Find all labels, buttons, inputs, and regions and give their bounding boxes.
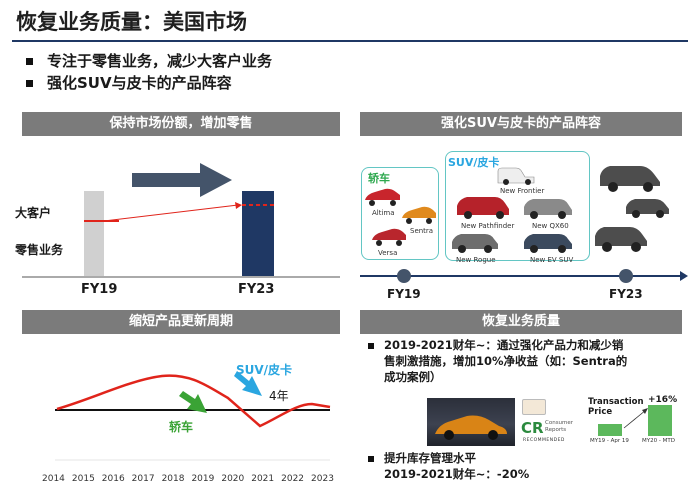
- timeline-arrowhead-icon: [680, 271, 688, 281]
- timeline-node-fy19: [397, 269, 411, 283]
- future-suv-silhouette-icon: [600, 166, 660, 192]
- suv-name: New EV SUV: [530, 256, 574, 264]
- year-tick-label: 2016: [101, 474, 125, 484]
- quality-bullet-line: 成功案例）: [384, 370, 442, 384]
- growth-arrow-icon: [132, 163, 232, 197]
- bullet-square-icon: [26, 80, 33, 87]
- suv-name: New Frontier: [500, 187, 545, 195]
- year-tick-label: 2019: [191, 474, 215, 484]
- bullet-square-icon: [26, 58, 33, 65]
- market-share-header: 保持市场份额，增加零售: [22, 112, 340, 136]
- sentra-photo: [427, 398, 515, 446]
- bullet-square-icon: [368, 455, 374, 462]
- year-tick-label: 2020: [221, 474, 245, 484]
- year-tick-label: 2021: [251, 474, 275, 484]
- sedan-down-arrow-icon: [179, 391, 207, 413]
- fleet-trend-line: [103, 204, 239, 222]
- cycle-curve: [56, 374, 331, 428]
- transaction-bar-my20: [648, 405, 672, 436]
- timeline-fy19-label: FY19: [387, 287, 421, 301]
- quality-bullet-text: 2019-2021财年~：通过强化产品力和减少销: [384, 338, 624, 352]
- sedan-name: Sentra: [410, 227, 434, 235]
- transaction-title-line: Price: [588, 407, 613, 417]
- bullet-text: 专注于零售业务，减少大客户业务: [47, 52, 273, 70]
- lineup-header: 强化SUV与皮卡的产品阵容: [360, 112, 682, 136]
- fy23-label: FY23: [238, 282, 275, 297]
- bullet-text: 强化SUV与皮卡的产品阵容: [47, 74, 232, 92]
- sentra-photo-car-icon: [435, 415, 507, 440]
- bullet-square-icon: [368, 342, 374, 349]
- cycle-year-axis: 2014 2015 2016 2017 2018 2019 2020 2021 …: [42, 474, 334, 484]
- quality-bullet-text: 提升库存管理水平: [384, 451, 476, 465]
- year-tick-label: 2015: [71, 474, 95, 484]
- sedan-name: Versa: [378, 249, 398, 257]
- page-title: 恢复业务质量：美国市场: [16, 10, 247, 34]
- year-tick-label: 2023: [311, 474, 334, 484]
- year-tick-label: 2022: [281, 474, 305, 484]
- quality-bullet-line: 2019-2021财年~：-20%: [384, 467, 530, 481]
- fy19-label: FY19: [81, 282, 118, 297]
- suv-name: New Pathfinder: [461, 222, 515, 230]
- fy19-bar: [84, 191, 104, 276]
- timeline-node-fy23: [619, 269, 633, 283]
- quality-bullet-line: 提升库存管理水平: [368, 450, 688, 466]
- quality-header: 恢复业务质量: [360, 310, 682, 334]
- suv-title: SUV/皮卡: [448, 156, 500, 169]
- consumer-reports-logo: CR Consumer Reports RECOMMENDED: [521, 419, 581, 445]
- year-tick-label: 2018: [161, 474, 185, 484]
- cycle-suv-label: SUV/皮卡: [236, 363, 293, 377]
- bullet-item: 强化SUV与皮卡的产品阵容: [26, 72, 272, 94]
- suv-name: New QX60: [532, 222, 569, 230]
- bullet-item: 专注于零售业务，减少大客户业务: [26, 50, 272, 72]
- retail-label: 零售业务: [15, 243, 64, 257]
- year-tick-label: 2017: [131, 474, 155, 484]
- fleet-trend-arrowhead-icon: [235, 202, 242, 209]
- future-suv-silhouette-icon: [626, 199, 669, 218]
- quality-bullet-line: 2019-2021财年~：通过强化产品力和减少销: [368, 337, 688, 353]
- transaction-change: +16%: [648, 395, 678, 405]
- transaction-from-label: MY19 - Apr 19: [590, 438, 629, 444]
- cr-logo-mark: CR: [521, 419, 544, 437]
- cr-logo-line: RECOMMENDED: [523, 438, 565, 443]
- cr-logo-line: Reports: [545, 427, 567, 433]
- quality-bullet-2: 提升库存管理水平 2019-2021财年~：-20%: [368, 450, 688, 482]
- title-divider: [12, 40, 688, 42]
- quality-bullet-line: 售刺激措施，增加10%净收益（如：Sentra的: [384, 354, 628, 368]
- transaction-title: Transaction Price: [588, 397, 644, 417]
- transaction-bar-my19: [598, 424, 622, 436]
- suv-name: New Rogue: [456, 256, 496, 264]
- award-badge-icon: [522, 399, 546, 415]
- summary-bullets: 专注于零售业务，减少大客户业务 强化SUV与皮卡的产品阵容: [26, 50, 272, 94]
- timeline-fy23-label: FY23: [609, 287, 643, 301]
- cycle-four-years-label: 4年: [269, 389, 289, 403]
- cycle-sedan-label: 轿车: [169, 420, 194, 434]
- sedan-title: 轿车: [368, 172, 390, 185]
- fleet-label: 大客户: [15, 206, 52, 220]
- cycle-header: 缩短产品更新周期: [22, 310, 340, 334]
- cr-logo-line: Consumer: [545, 420, 574, 426]
- quality-bullet-1: 2019-2021财年~：通过强化产品力和减少销 售刺激措施，增加10%净收益（…: [368, 337, 688, 385]
- future-suv-silhouette-icon: [595, 227, 647, 252]
- transaction-title-line: Transaction: [588, 397, 644, 407]
- fy23-bar: [242, 191, 274, 276]
- year-tick-label: 2014: [42, 474, 65, 484]
- transaction-to-label: MY20 - MTD: [642, 438, 675, 444]
- sedan-name: Altima: [372, 209, 395, 217]
